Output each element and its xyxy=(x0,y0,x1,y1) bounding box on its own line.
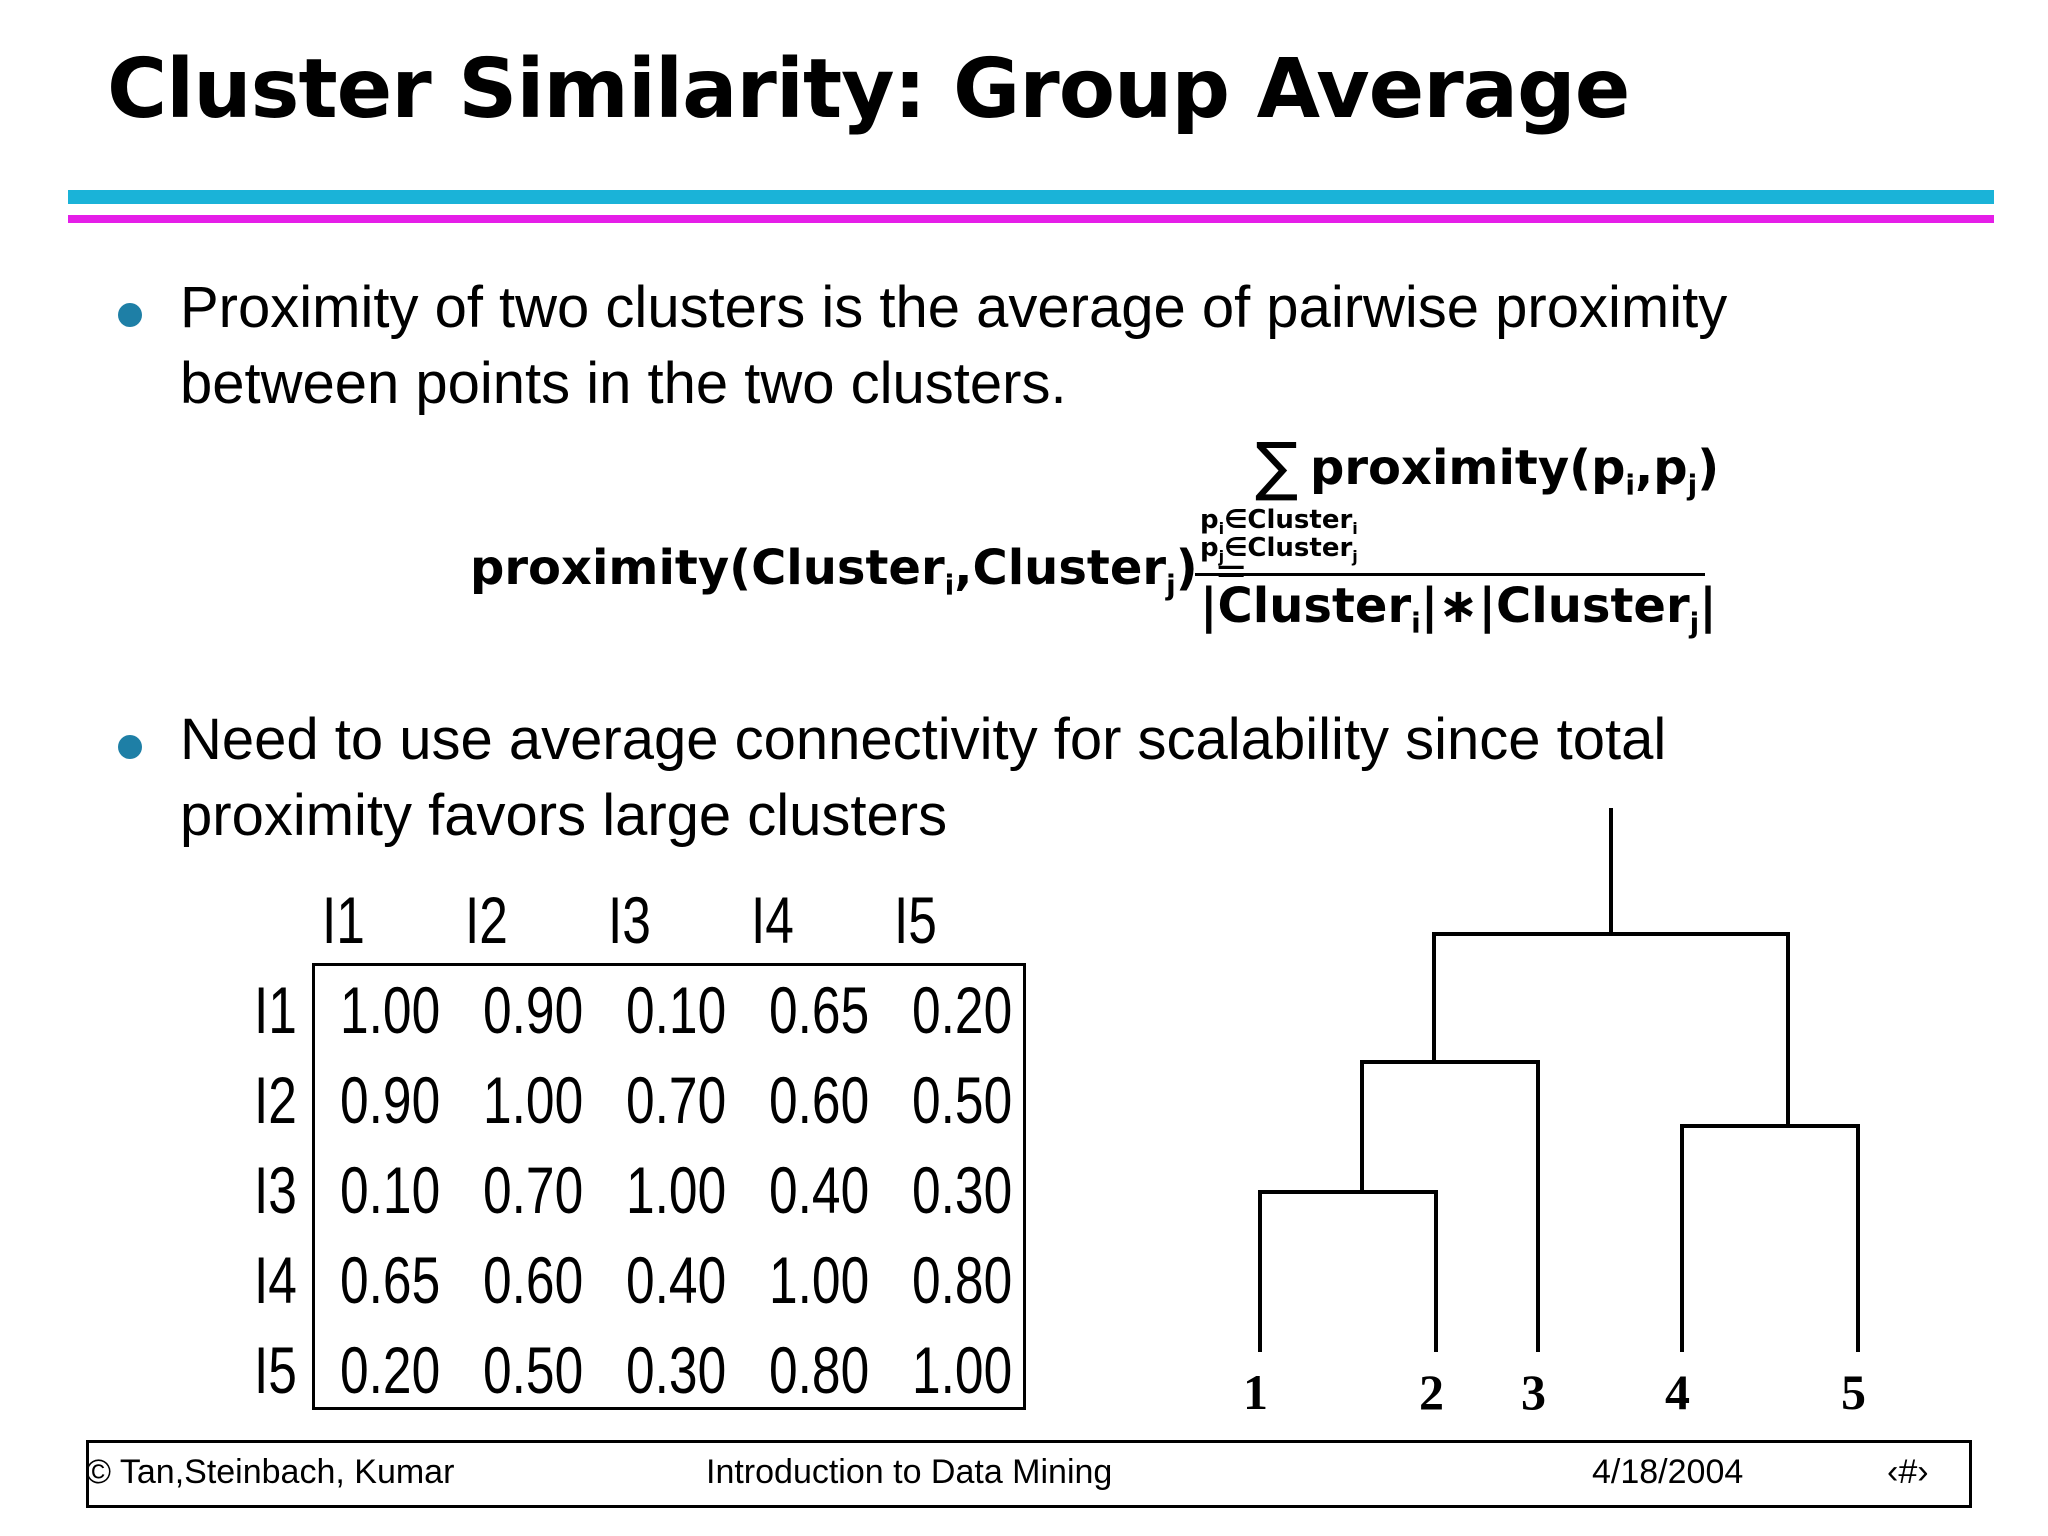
matrix-cell: 0.90 xyxy=(483,973,584,1047)
dendrogram-leaf-label: 1 xyxy=(1243,1364,1268,1420)
matrix-column-header: I4 xyxy=(751,883,794,957)
footer-course-title: Introduction to Data Mining xyxy=(706,1453,1113,1491)
matrix-cell: 0.60 xyxy=(483,1243,584,1317)
matrix-cell: 0.70 xyxy=(626,1063,727,1137)
matrix-cell: 0.65 xyxy=(340,1243,441,1317)
bullet-text: Need to use average connectivity for sca… xyxy=(180,707,1667,772)
formula-den-text: |∗|Cluster xyxy=(1420,578,1690,634)
matrix-row-label: I2 xyxy=(254,1063,297,1137)
formula-lhs: proximity(Clusteri,Clusterj) = xyxy=(470,540,1248,602)
sum-symbol: ∑ xyxy=(1255,430,1299,504)
matrix-cell: 0.50 xyxy=(912,1063,1013,1137)
formula-lhs-text: proximity(Cluster xyxy=(470,540,945,596)
matrix-cell: 0.40 xyxy=(769,1153,870,1227)
matrix-cell: 0.50 xyxy=(483,1333,584,1407)
formula-sub: j xyxy=(1687,468,1698,502)
sum-index-text: ∈Cluster xyxy=(1224,533,1353,563)
formula-sub: j xyxy=(1352,547,1358,567)
matrix-frame xyxy=(312,963,1026,1410)
matrix-cell: 0.80 xyxy=(912,1243,1013,1317)
formula-sub: j xyxy=(1218,547,1225,567)
sum-index-text: ∈Cluster xyxy=(1224,505,1353,535)
matrix-cell: 0.80 xyxy=(769,1333,870,1407)
formula-lhs-text: ,Cluster xyxy=(954,540,1167,596)
matrix-row-label: I3 xyxy=(254,1153,297,1227)
matrix-row-label: I4 xyxy=(254,1243,297,1317)
matrix-cell: 0.30 xyxy=(912,1153,1013,1227)
dendrogram-branch xyxy=(1360,1060,1540,1352)
matrix-cell: 0.65 xyxy=(769,973,870,1047)
formula-den-text: | xyxy=(1699,578,1717,634)
slide-title: Cluster Similarity: Group Average xyxy=(107,42,1630,137)
formula-sub: i xyxy=(1218,519,1225,539)
bullet-text: proximity favors large clusters xyxy=(180,783,948,848)
dendrogram-leaf-label: 2 xyxy=(1419,1364,1444,1420)
title-rule-magenta xyxy=(68,215,1994,223)
formula-sub: i xyxy=(944,568,955,602)
dendrogram-branch xyxy=(1258,1190,1438,1352)
matrix-cell: 0.90 xyxy=(340,1063,441,1137)
bullet-dot xyxy=(118,735,142,759)
bullet-dot xyxy=(118,303,142,327)
matrix-row-label: I1 xyxy=(254,973,297,1047)
dendrogram-branch xyxy=(1680,1124,1860,1352)
formula-sub: j xyxy=(1689,606,1700,640)
formula-sub: i xyxy=(1411,606,1421,640)
sum-index-j: pj∈Clusterj xyxy=(1200,533,1358,566)
formula-num-text: ) xyxy=(1697,440,1720,496)
matrix-cell: 0.40 xyxy=(626,1243,727,1317)
matrix-column-header: I5 xyxy=(894,883,937,957)
formula-equals: = xyxy=(1214,548,1248,594)
formula-denominator: |Clusteri|∗|Clusterj| xyxy=(1200,578,1717,640)
matrix-cell: 0.70 xyxy=(483,1153,584,1227)
matrix-cell: 0.20 xyxy=(912,973,1013,1047)
footer-copyright: © Tan,Steinbach, Kumar xyxy=(86,1453,455,1491)
sum-index-text: p xyxy=(1200,533,1219,563)
sum-index-i: pi∈Clusteri xyxy=(1200,505,1358,538)
matrix-cell: 1.00 xyxy=(626,1153,727,1227)
matrix-cell: 1.00 xyxy=(340,973,441,1047)
matrix-cell: 0.60 xyxy=(769,1063,870,1137)
dendrogram-branch xyxy=(1432,932,1790,1126)
bullet-text: Proximity of two clusters is the average… xyxy=(180,275,1728,340)
formula-sub: i xyxy=(1625,468,1636,502)
sum-index-text: p xyxy=(1200,505,1219,535)
matrix-column-header: I2 xyxy=(465,883,508,957)
fraction-bar xyxy=(1195,573,1705,576)
formula-num-text: ,p xyxy=(1635,440,1688,496)
footer-date: 4/18/2004 xyxy=(1592,1453,1744,1491)
matrix-row-label: I5 xyxy=(254,1333,297,1407)
bullet-text: between points in the two clusters. xyxy=(180,351,1067,416)
formula-numerator: proximity(pi,pj) xyxy=(1310,440,1719,502)
formula-den-text: |Cluster xyxy=(1200,578,1412,634)
matrix-cell: 0.20 xyxy=(340,1333,441,1407)
footer xyxy=(86,1440,1972,1508)
matrix-cell: 1.00 xyxy=(769,1243,870,1317)
matrix-column-header: I3 xyxy=(608,883,651,957)
dendrogram-leaf-label: 4 xyxy=(1665,1364,1690,1420)
matrix-cell: 1.00 xyxy=(912,1333,1013,1407)
dendrogram-leaf-label: 3 xyxy=(1521,1364,1546,1420)
matrix-cell: 1.00 xyxy=(483,1063,584,1137)
matrix-cell: 0.30 xyxy=(626,1333,727,1407)
footer-page-number: ‹#› xyxy=(1887,1453,1929,1491)
matrix-column-header: I1 xyxy=(322,883,365,957)
formula-sub: j xyxy=(1166,568,1176,602)
matrix-cell: 0.10 xyxy=(340,1153,441,1227)
formula-num-text: proximity(p xyxy=(1310,440,1626,496)
matrix-cell: 0.10 xyxy=(626,973,727,1047)
formula-sub: i xyxy=(1352,519,1358,539)
dendrogram-leaf-label: 5 xyxy=(1841,1364,1866,1420)
formula-lhs-text: ) xyxy=(1175,540,1198,596)
title-rule-cyan xyxy=(68,190,1994,204)
